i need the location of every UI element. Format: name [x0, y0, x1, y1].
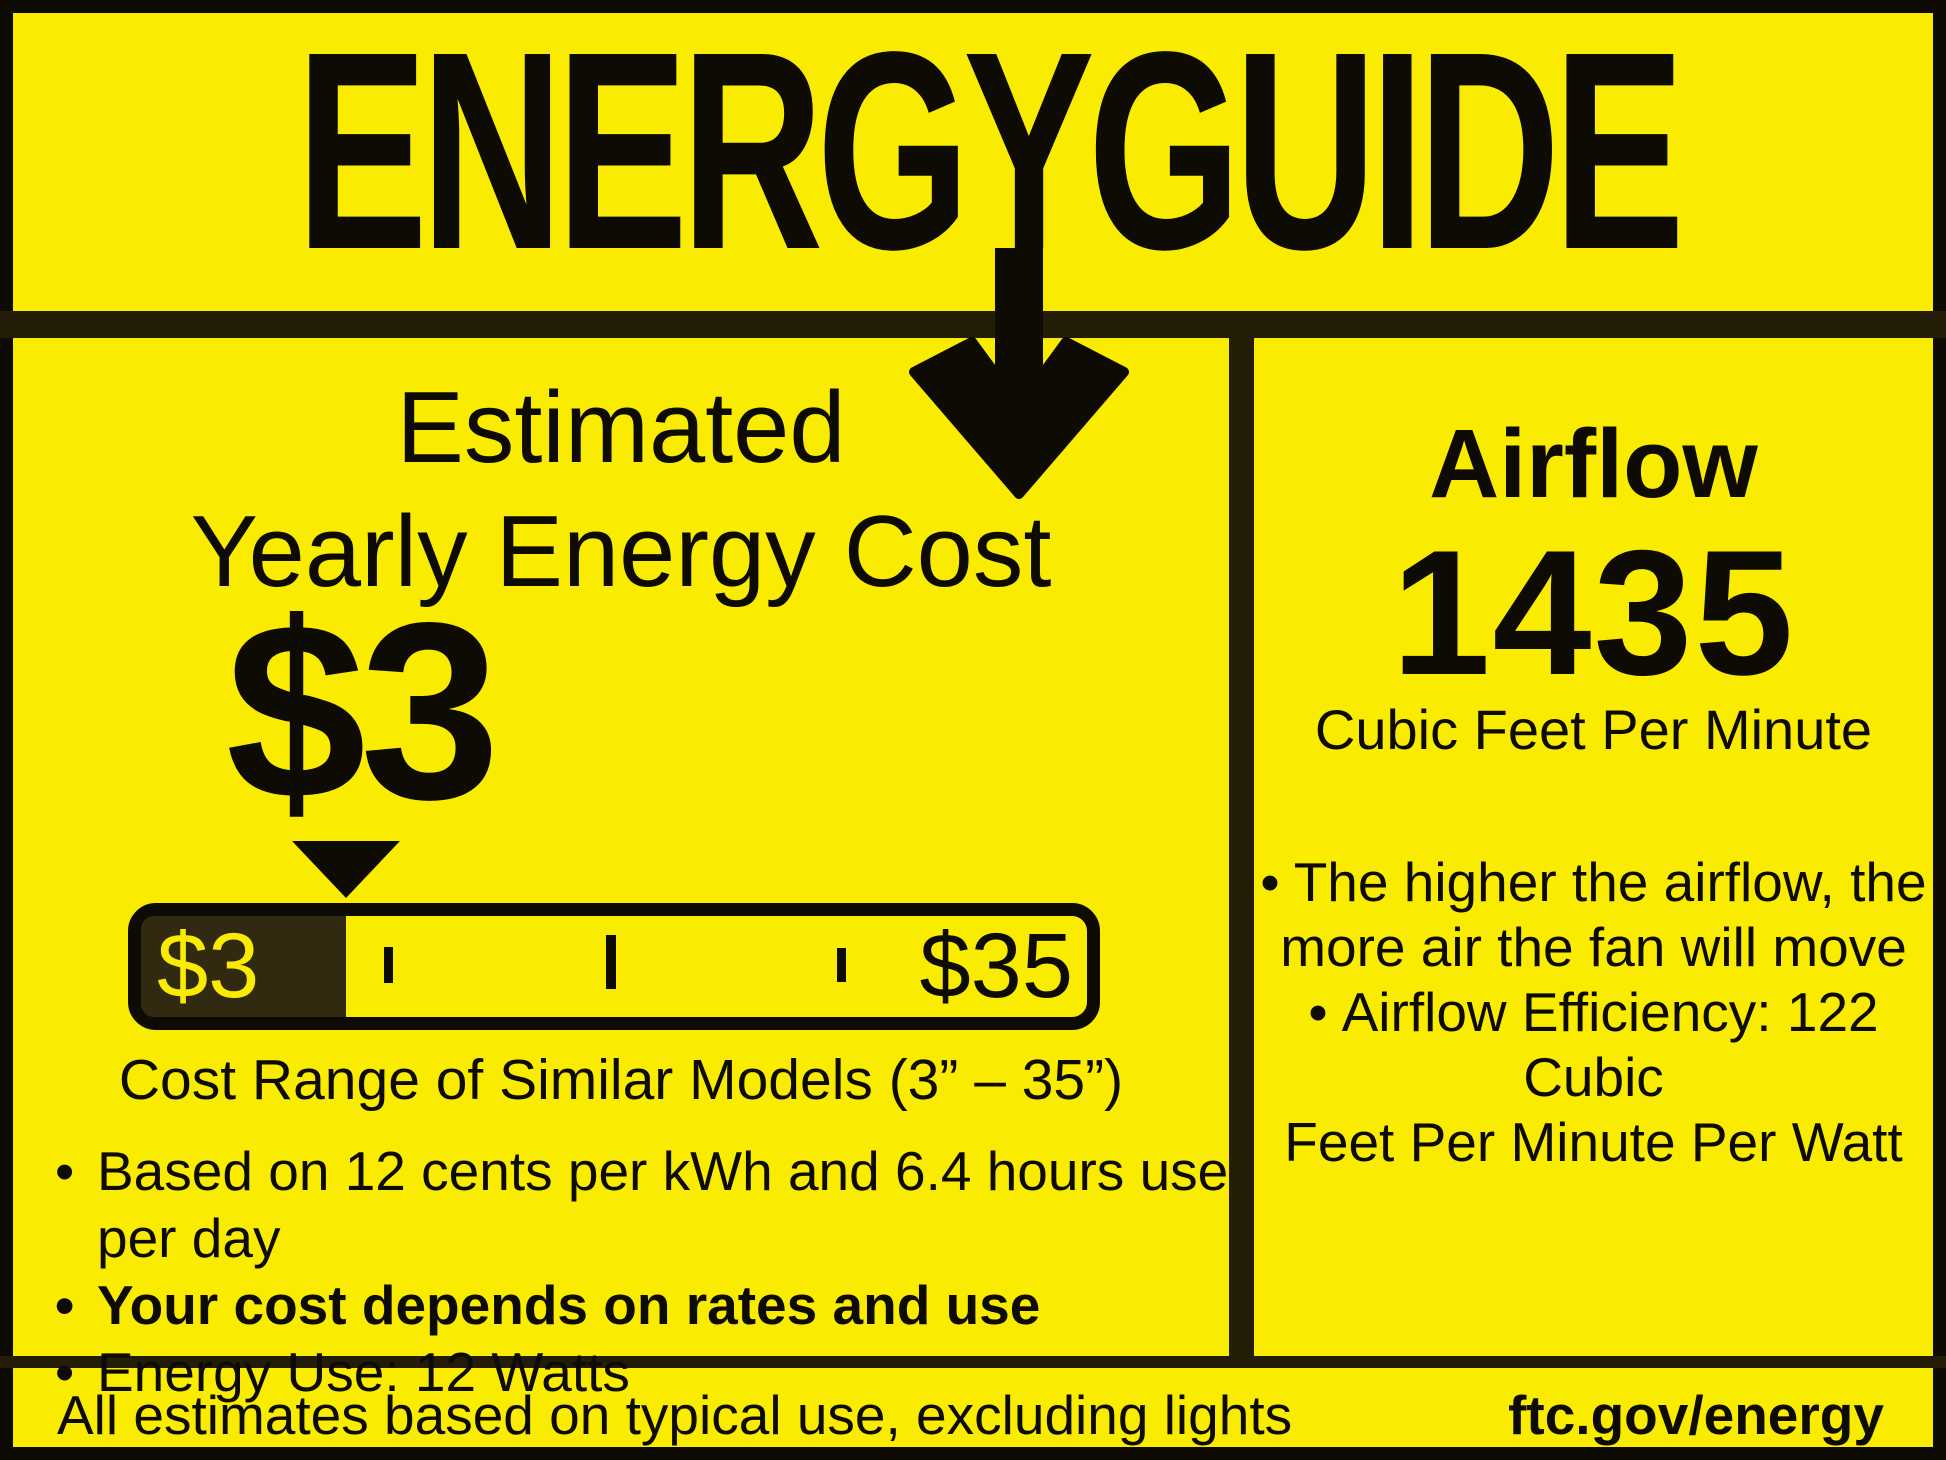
bullet-icon: •: [55, 1140, 75, 1202]
scale-min-label: $3: [157, 916, 260, 1017]
cost-pointer-icon: [292, 841, 400, 898]
cost-note-row: • Your cost depends on rates and use: [55, 1272, 1229, 1339]
bullet-icon: •: [1260, 851, 1280, 913]
cost-note-text: Your cost depends on rates and use: [97, 1274, 1041, 1336]
cost-heading: Estimated Yearly Energy Cost: [13, 366, 1229, 614]
scale-max-label: $35: [919, 915, 1074, 1017]
scale-fill: $3: [141, 916, 346, 1017]
cost-scale-bar: $3 $35: [128, 903, 1100, 1030]
cost-note-text: Energy Use: 12 Watts: [97, 1341, 630, 1403]
airflow-note-text: Airflow Efficiency: 122 Cubic: [1341, 981, 1879, 1108]
bullet-icon: •: [55, 1274, 75, 1336]
cost-heading-line2: Yearly Energy Cost: [190, 496, 1052, 608]
cost-notes: • Based on 12 cents per kWh and 6.4 hour…: [55, 1138, 1229, 1406]
airflow-note-line: • Airflow Efficiency: 122 Cubic: [1254, 980, 1933, 1110]
cost-note-row: • Based on 12 cents per kWh and 6.4 hour…: [55, 1138, 1229, 1272]
airflow-note-text: The higher the airflow, the: [1293, 851, 1927, 913]
divider-horizontal-bottom: [0, 1356, 1946, 1368]
left-panel: Estimated Yearly Energy Cost $3 $3 $35 C…: [13, 338, 1229, 1403]
cost-heading-line1: Estimated: [396, 372, 846, 484]
cost-note-row: • Energy Use: 12 Watts: [55, 1339, 1229, 1406]
airflow-note-line: Feet Per Minute Per Watt: [1284, 1111, 1903, 1173]
bullet-icon: •: [55, 1341, 75, 1403]
airflow-heading: Airflow: [1429, 409, 1758, 518]
scale-tick: [837, 948, 846, 982]
header-title: ENERGYGUIDE: [0, 0, 1946, 308]
footer-note: All estimates based on typical use, excl…: [57, 1384, 1293, 1446]
cost-value: $3: [225, 571, 500, 852]
airflow-note-line: • The higher the airflow, the: [1254, 850, 1933, 915]
airflow-note-line: more air the fan will move: [1280, 916, 1907, 978]
scale-tick: [606, 935, 616, 989]
scale-tick: [384, 947, 393, 983]
airflow-unit: Cubic Feet Per Minute: [1314, 698, 1873, 761]
cost-note-text: Based on 12 cents per kWh and 6.4 hours …: [97, 1140, 1229, 1269]
right-panel: Airflow 1435 Cubic Feet Per Minute • The …: [1254, 338, 1933, 1356]
footer-url: ftc.gov/energy: [1508, 1384, 1884, 1446]
scale-caption: Cost Range of Similar Models (3” – 35”): [118, 1048, 1124, 1112]
down-arrow-icon: [909, 248, 1129, 499]
header-title-text: ENERGYGUIDE: [296, 0, 1685, 308]
divider-vertical: [1229, 311, 1254, 1368]
airflow-value: 1435: [1391, 513, 1796, 712]
divider-horizontal-top: [0, 311, 1946, 338]
bullet-icon: •: [1308, 981, 1328, 1043]
airflow-notes: • The higher the airflow, the more air th…: [1254, 850, 1933, 1175]
